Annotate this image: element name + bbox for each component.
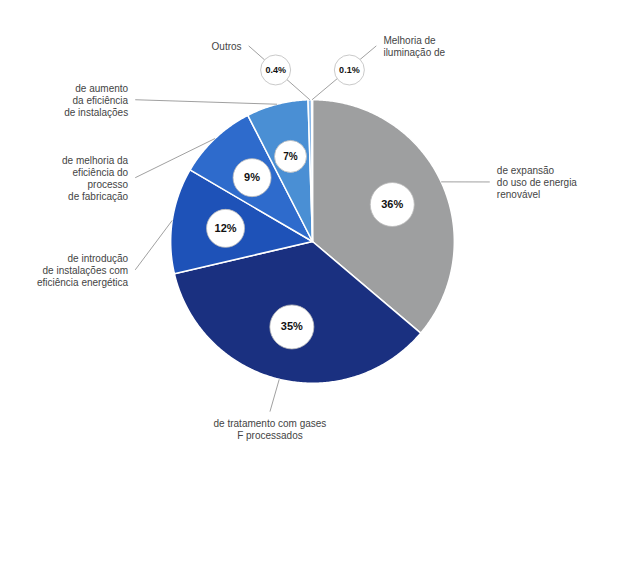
svg-text:de melhoria daeficiência dopro: de melhoria daeficiência doprocessode fa… <box>62 155 129 202</box>
svg-text:7%: 7% <box>283 151 298 162</box>
svg-text:35%: 35% <box>281 320 303 332</box>
svg-text:0.4%: 0.4% <box>265 65 286 75</box>
svg-text:de introduçãode instalações co: de introduçãode instalações comeficiênci… <box>37 253 129 288</box>
svg-text:de tratamento com gasesF proce: de tratamento com gasesF processados <box>214 418 327 441</box>
svg-text:Outros: Outros <box>212 41 242 52</box>
svg-text:36%: 36% <box>381 198 403 210</box>
svg-text:9%: 9% <box>244 171 260 183</box>
svg-text:de expansãodo uso de energiare: de expansãodo uso de energiarenovável <box>497 165 578 200</box>
svg-text:12%: 12% <box>215 222 237 234</box>
svg-text:0.1%: 0.1% <box>339 65 360 75</box>
svg-text:de aumentoda eficiênciade inst: de aumentoda eficiênciade instalações <box>64 83 128 118</box>
svg-text:Melhoria deiluminação de: Melhoria deiluminação de <box>383 35 445 58</box>
